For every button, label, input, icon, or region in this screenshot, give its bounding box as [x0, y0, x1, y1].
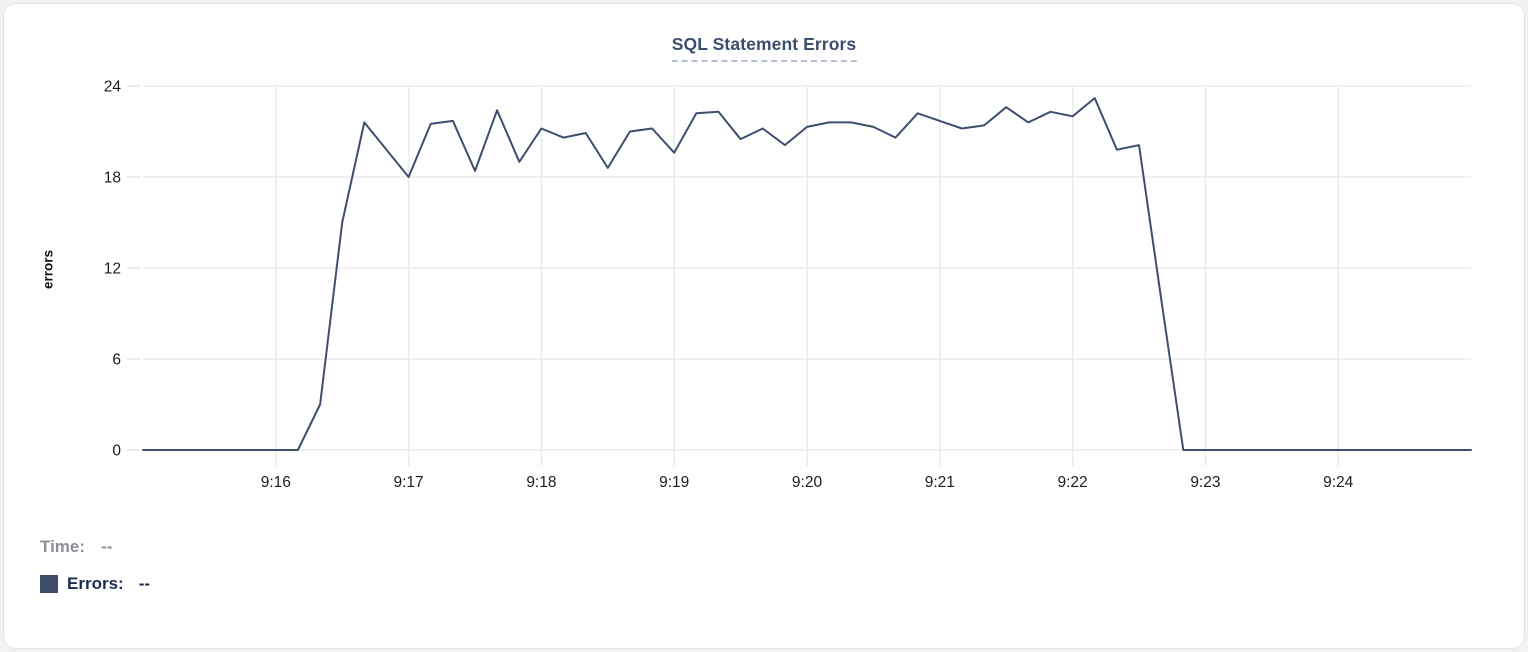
x-tick-label: 9:19: [659, 474, 689, 491]
errors-line-chart[interactable]: 0 6 12 18 24 9:16 9:17 9:18 9:19 9:20 9:21 9:22 9:23…: [3, 3, 1525, 513]
errors-series-line: [142, 97, 1472, 451]
errors-series-swatch: [40, 575, 58, 593]
x-tick-label: 9:18: [526, 474, 556, 491]
chart-legend: Time: -- Errors: --: [40, 537, 150, 594]
legend-errors-value: --: [138, 574, 151, 593]
y-tick-label: 0: [112, 443, 121, 460]
chart-title-text: SQL Statement Errors: [671, 34, 857, 54]
x-tick-label: 9:17: [394, 474, 424, 491]
x-tick-label: 9:22: [1058, 474, 1088, 491]
legend-errors-row: Errors: --: [40, 574, 150, 594]
x-tick-label: 9:24: [1323, 474, 1354, 491]
legend-errors-label: Errors:: [67, 574, 124, 593]
chart-title[interactable]: SQL Statement Errors: [671, 34, 857, 62]
y-tick-label: 6: [112, 352, 121, 369]
x-tick-label: 9:20: [792, 474, 823, 491]
legend-time-label: Time:: [40, 537, 86, 556]
x-tick-label: 9:16: [261, 474, 291, 491]
y-tick-label: 18: [104, 170, 121, 187]
y-tick-label: 24: [104, 79, 122, 96]
chart-card: SQL Statement Errors errors 0 6 12 18 24 9:16…: [3, 3, 1525, 649]
legend-time-value: --: [101, 537, 113, 556]
x-tick-label: 9:23: [1190, 474, 1220, 491]
x-tick-label: 9:21: [925, 474, 955, 491]
y-tick-label: 12: [104, 261, 121, 278]
legend-time-row: Time: --: [40, 537, 150, 557]
